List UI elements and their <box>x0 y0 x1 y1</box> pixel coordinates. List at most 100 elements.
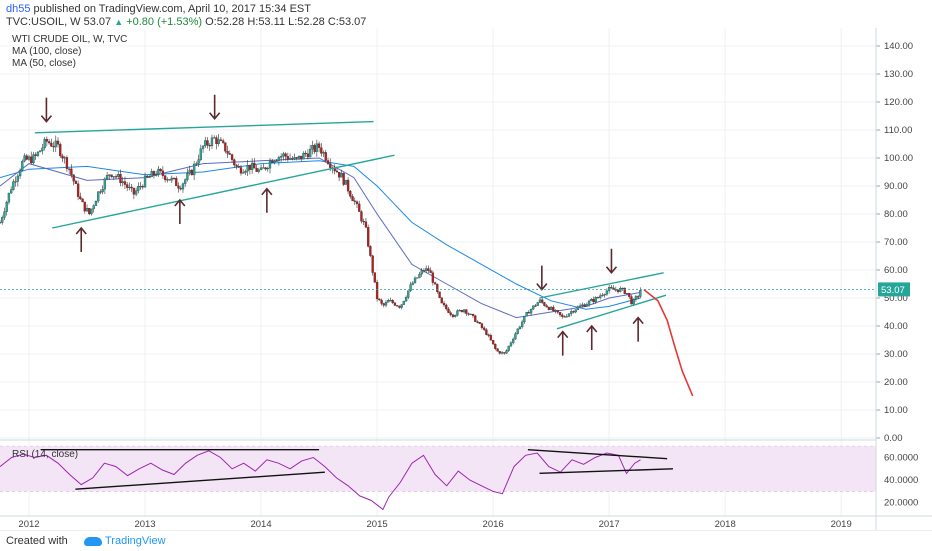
candle-body <box>576 306 580 310</box>
candle-body <box>284 153 287 157</box>
candle-body <box>150 171 153 178</box>
candle-body <box>90 208 93 215</box>
candle-body <box>409 284 412 291</box>
candle-body <box>369 246 372 256</box>
rsi-trendline <box>75 471 325 490</box>
candle-body <box>371 255 374 273</box>
candle-body <box>512 338 515 343</box>
candle-body <box>505 350 508 354</box>
candle-body <box>398 305 401 308</box>
candle-body <box>636 296 640 298</box>
moving-averages <box>0 157 641 319</box>
candle-body <box>213 137 216 139</box>
chart-header: dh55 published on TradingView.com, April… <box>0 0 932 30</box>
candle-body <box>32 154 35 164</box>
price-tick-label: 80.00 <box>884 209 908 220</box>
candle-body <box>228 153 231 155</box>
price-trendline <box>34 120 374 134</box>
candle-body <box>5 201 8 212</box>
candle-body <box>527 312 530 314</box>
candle-body <box>458 310 461 312</box>
candle-body <box>101 189 104 193</box>
candle-body <box>250 162 254 170</box>
candle-body <box>94 200 98 206</box>
author-link[interactable]: dh55 <box>6 3 31 15</box>
price-tick-label: 40.00 <box>884 321 908 332</box>
candle-body <box>483 327 486 330</box>
candle-body <box>3 211 6 218</box>
candle-body <box>12 181 15 190</box>
candle-body <box>170 177 173 181</box>
rsi-tick-label: 60.0000 <box>884 453 918 464</box>
trendlines <box>34 120 694 397</box>
candle-body <box>507 345 510 351</box>
candle-body <box>554 310 557 312</box>
candle-body <box>166 179 169 181</box>
candle-body <box>110 174 113 177</box>
tradingview-brand: TradingView <box>105 535 166 547</box>
candle-body <box>63 157 66 159</box>
candle-body <box>105 175 109 180</box>
candle-body <box>320 147 323 154</box>
candle-body <box>485 329 488 335</box>
close-value: C:53.07 <box>327 16 367 28</box>
candle-body <box>317 143 321 148</box>
candle-body <box>536 302 539 306</box>
created-with-text: Created with <box>6 535 68 547</box>
candle-body <box>572 311 575 313</box>
candle-body <box>422 270 426 272</box>
candle-body <box>384 302 388 306</box>
price-chart[interactable]: 0.00 10.00 20.00 30.00 40.00 50.00 60.00 70.00 8… <box>0 28 932 530</box>
candle-body <box>302 152 305 160</box>
candle-body <box>277 157 281 161</box>
candle-body <box>465 309 468 314</box>
candle-body <box>56 140 60 145</box>
candle-body <box>471 313 475 316</box>
candle-body <box>375 281 379 300</box>
up-arrow <box>632 316 644 342</box>
candle-body <box>146 175 149 178</box>
candle-body <box>300 155 303 160</box>
last-price-tag <box>878 282 910 297</box>
price-trendline <box>539 272 664 299</box>
candle-body <box>378 298 381 301</box>
tradingview-logo[interactable]: TradingView <box>84 535 166 547</box>
time-tick-label: 2016 <box>483 519 504 530</box>
candle-body <box>195 163 198 165</box>
candle-body <box>610 287 613 289</box>
candle-body <box>72 174 75 182</box>
candle-body <box>503 352 506 354</box>
candle-body <box>532 305 535 310</box>
candle-body <box>596 297 600 299</box>
down-arrow <box>209 94 221 121</box>
candle-body <box>201 145 205 149</box>
candle-body <box>143 175 147 188</box>
candle-body <box>541 299 544 303</box>
candle-body <box>279 156 283 158</box>
candle-body <box>70 168 73 175</box>
candle-body <box>440 297 443 304</box>
ma50-line <box>0 157 641 319</box>
candle-body <box>590 299 593 302</box>
candle-body <box>61 155 64 159</box>
published-text: published on TradingView.com, April 10, … <box>33 3 311 15</box>
candle-body <box>128 186 131 189</box>
candle-body <box>438 291 441 298</box>
candle-body <box>628 293 631 297</box>
candle-body <box>190 169 194 176</box>
candle-body <box>585 304 588 307</box>
candle-body <box>396 305 399 307</box>
candle-body <box>114 176 118 178</box>
candle-body <box>467 313 470 315</box>
price-tick-label: 90.00 <box>884 181 908 192</box>
candle-body <box>76 183 80 197</box>
publish-line: dh55 published on TradingView.com, April… <box>6 3 311 15</box>
candle-body <box>634 296 638 300</box>
symbol-label: TVC:USOIL, W <box>6 16 81 28</box>
candle-body <box>447 308 450 313</box>
candle-body <box>123 181 127 185</box>
annotation-arrows <box>40 94 644 356</box>
candle-body <box>50 142 53 147</box>
candle-body <box>161 170 165 176</box>
candle-body <box>79 196 82 200</box>
